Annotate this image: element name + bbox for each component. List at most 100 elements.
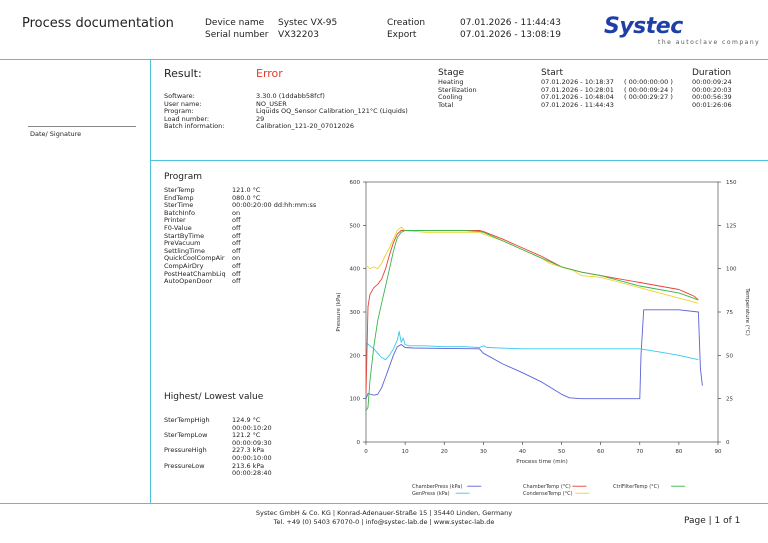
header-divider [0, 59, 768, 60]
x-tick-label: 90 [715, 449, 722, 455]
page-number: Page | 1 of 1 [684, 516, 741, 526]
program-param-label: CompAirDry [164, 261, 204, 270]
program-param-value: off [232, 246, 241, 255]
extreme-row: SterTempLow 121.2 °C 00:00:09:30 [164, 431, 272, 447]
extreme-label: SterTempHigh [164, 416, 210, 424]
signature-line [28, 126, 136, 127]
program-param-row: Printer off [164, 217, 316, 225]
process-chart: 0 10 20 30 40 50 60 70 80 90 0 100 200 300 400 500 600 0 2… [336, 180, 750, 497]
program-param-row: AutoOpenDoor off [164, 278, 316, 286]
device-labels: Device name Serial number [205, 17, 268, 41]
y-right-axis-label: Temperature (°C) [744, 287, 750, 335]
program-param-row: SterTime 00:00:20:00 dd:hh:mm:ss [164, 202, 316, 210]
result-field-label: Software: [164, 92, 195, 100]
y-left-tick-label: 100 [350, 397, 361, 403]
x-tick-label: 30 [480, 449, 487, 455]
program-param-value: off [232, 231, 241, 240]
program-param-label: BatchInfo [164, 208, 195, 217]
duration-header: Duration [692, 68, 732, 78]
legend-label-3: CondenseTemp (°C) [523, 491, 573, 497]
result-info-row: Load number: 29 [164, 115, 408, 124]
export-label: Export [387, 30, 417, 40]
extreme-time: 00:00:10:20 [232, 423, 272, 432]
device-name-label: Device name [205, 18, 265, 28]
legend-label-2: ChamberTemp (°C) [523, 484, 571, 490]
footer-address: Systec GmbH & Co. KG | Konrad-Adenauer-S… [255, 509, 513, 517]
result-info-row: Program: Liquids OQ_Sensor Calibration_12… [164, 108, 408, 116]
logo-wordmark: Systec [604, 14, 683, 39]
duration-column: 00:00:09:24 00:00:20:03 00:00:56:39 00:01:2… [692, 78, 732, 109]
program-param-label: EndTemp [164, 193, 194, 202]
x-axis-label: Process time (min) [516, 459, 567, 465]
result-field-value: Liquids OQ_Sensor Calibration_121°C (Liq… [256, 107, 408, 116]
plot-area-frame [365, 181, 719, 443]
series-line-4 [365, 230, 699, 412]
program-param-value: on [232, 254, 241, 263]
x-tick-label: 10 [402, 449, 409, 455]
program-param-label: AutoOpenDoor [164, 277, 213, 286]
program-param-row: SettlingTime off [164, 246, 316, 256]
y-left-tick-label: 200 [350, 353, 361, 359]
program-param-row: PostHeatChambLiq off [164, 269, 316, 279]
stage-stage-cell: Total [438, 100, 454, 109]
extreme-label: SterTempLow [164, 431, 208, 440]
y-right-tick-label: 75 [726, 310, 733, 316]
result-divider [150, 160, 768, 161]
legend-label-4: CtrlFilterTemp (°C) [613, 484, 659, 490]
result-info-row: Software: 3.30.0 (1ddabb58fcf) [164, 92, 408, 101]
export-value: 07.01.2026 - 13:08:19 [460, 30, 561, 40]
extreme-value: 121.2 °C [232, 431, 261, 440]
x-tick-label: 20 [441, 449, 448, 455]
program-param-label: QuickCoolCompAir [164, 254, 225, 263]
stage-stage-cell: Cooling [438, 93, 463, 102]
program-param-label: PostHeatChambLiq [164, 269, 226, 278]
creation-value: 07.01.2026 - 11:44:43 [460, 18, 561, 28]
extreme-value-cell: 121.2 °C 00:00:09:30 [232, 432, 272, 447]
stage-stage-cell: Sterilization [438, 85, 477, 94]
stage-start-cell: 07.01.2026 - 10:48:04 [541, 93, 614, 102]
date-labels: Creation Export [387, 17, 425, 41]
start-header: Start [541, 68, 563, 78]
stage-header: Stage [438, 68, 465, 78]
result-label: Result: [164, 67, 202, 80]
program-param-row: StartByTime off [164, 231, 316, 241]
program-param-row: EndTemp 080.0 °C [164, 193, 316, 203]
date-values: 07.01.2026 - 11:44:43 07.01.2026 - 13:08… [460, 17, 561, 41]
device-name-value: Systec VX-95 [278, 18, 338, 28]
stage-offset-cell [624, 102, 673, 110]
extreme-value: 124.9 °C [232, 416, 261, 424]
result-field-value: Calibration_121-20_07012026 [256, 122, 354, 131]
program-param-value: off [232, 223, 241, 232]
program-param-value: off [232, 216, 241, 225]
stage-offset-cell: ( 00:00:00:00 ) [624, 78, 673, 86]
extreme-row: SterTempHigh 124.9 °C 00:00:10:20 [164, 416, 272, 432]
creation-label: Creation [387, 18, 426, 28]
legend-label-0: ChamberPress (kPa) [412, 484, 462, 490]
result-field-label: Batch information: [164, 122, 225, 131]
result-field-value: NO_USER [256, 99, 287, 108]
result-info-table: Software: 3.30.0 (1ddabb58fcf) User name: N… [164, 92, 408, 131]
y-right-tick-label: 100 [726, 267, 737, 273]
x-tick-label: 70 [636, 449, 643, 455]
program-param-label: Printer [164, 216, 186, 225]
x-tick-label: 80 [675, 449, 682, 455]
extreme-row: PressureHigh 227.3 kPa 00:00:10:00 [164, 447, 272, 462]
series-line-2 [365, 230, 699, 394]
program-params-table: SterTemp 121.0 °C EndTemp 080.0 °C SterTime 0… [164, 186, 316, 286]
program-param-row: PreVacuum off [164, 240, 316, 248]
result-info-row: Batch information: Calibration_121-20_070… [164, 123, 408, 131]
sidebar-divider [150, 59, 151, 503]
page-title: Process documentation [22, 16, 174, 31]
result-info-row: User name: NO_USER [164, 99, 408, 109]
program-param-value: off [232, 239, 241, 248]
offset-column: ( 00:00:00:00 )( 00:00:09:24 )( 00:00:29… [624, 78, 673, 110]
program-param-value: off [232, 269, 241, 278]
y-left-axis-label: Pressure (kPa) [336, 292, 342, 331]
program-param-row: BatchInfo on [164, 208, 316, 218]
program-title: Program [164, 172, 202, 182]
program-param-label: F0-Value [164, 223, 192, 232]
stage-column: Heating Sterilization Cooling Total [438, 78, 477, 109]
extreme-value: 227.3 kPa [232, 446, 265, 455]
program-param-row: F0-Value off [164, 223, 316, 233]
y-left-tick-label: 0 [357, 440, 361, 446]
